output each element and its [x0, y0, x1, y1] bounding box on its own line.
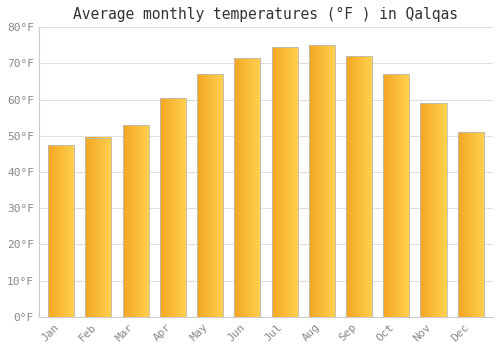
Bar — [308, 46, 335, 317]
Bar — [86, 138, 112, 317]
Title: Average monthly temperatures (°F ) in Qalqas: Average monthly temperatures (°F ) in Qa… — [74, 7, 458, 22]
Bar — [458, 132, 483, 317]
Bar — [272, 47, 297, 317]
Bar — [346, 56, 372, 317]
Bar — [122, 125, 148, 317]
Bar — [160, 98, 186, 317]
Bar — [48, 145, 74, 317]
Bar — [420, 103, 446, 317]
Bar — [383, 74, 409, 317]
Bar — [197, 74, 223, 317]
Bar — [234, 58, 260, 317]
